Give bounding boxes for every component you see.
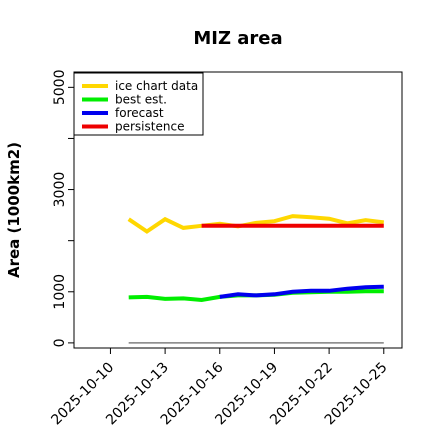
plot-frame <box>73 71 403 349</box>
series-line-ice-chart-data <box>127 214 385 234</box>
legend-label: persistence <box>115 120 184 134</box>
legend-label: forecast <box>115 106 164 120</box>
legend-label: ice chart data <box>115 79 198 93</box>
y-tick-label: 0 <box>52 338 68 347</box>
y-tick-label: 5000 <box>52 70 68 106</box>
series-layer <box>127 214 385 303</box>
chart-title: MIZ area <box>193 28 282 49</box>
legend-label: best est. <box>115 93 167 107</box>
y-axis-label: Area (1000km2) <box>5 142 23 278</box>
y-tick-label: 3000 <box>52 172 68 208</box>
x-axis: 2025-10-102025-10-132025-10-162025-10-19… <box>48 348 391 428</box>
y-axis: 0 1000 3000 5000 <box>52 70 74 347</box>
y-tick-label: 1000 <box>52 274 68 310</box>
series-line-forecast <box>219 284 384 299</box>
